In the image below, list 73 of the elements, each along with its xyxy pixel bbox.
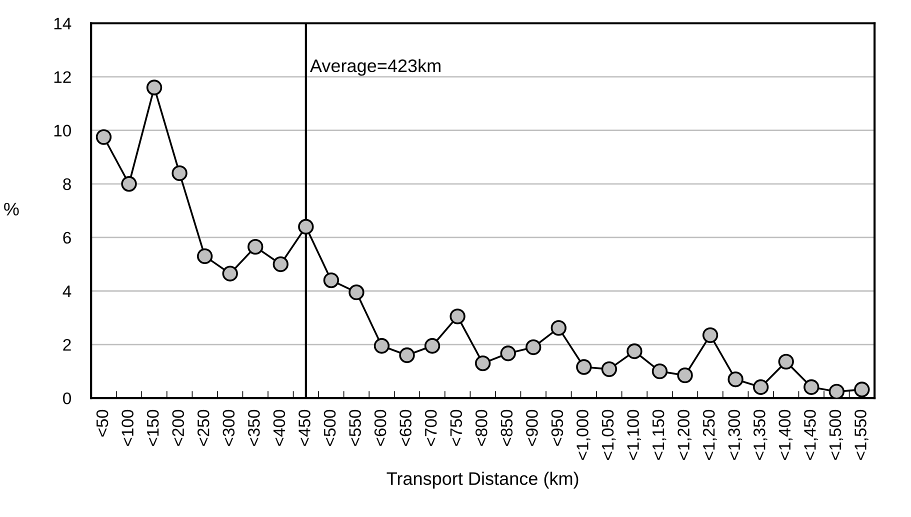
point [576,359,592,375]
point [550,320,566,336]
point [172,165,188,182]
point [222,266,238,282]
y-tick-label: 2 [63,338,71,351]
x-tick-label: <1,100 [627,410,641,460]
x-tick-label: <200 [172,410,184,446]
x-tick-label: <1,400 [778,410,793,460]
x-tick-label: <1,000 [576,410,590,460]
point [196,248,213,264]
x-tick-label: <700 [424,410,437,446]
x-tick-label: <1,150 [652,410,666,460]
x-tick-label: <50 [96,410,108,437]
point [601,361,618,378]
x-tick-label: <1,350 [754,410,768,460]
x-tick-label: <600 [374,410,386,446]
x-tick-label: <950 [551,410,564,446]
x-tick-label: <250 [198,410,210,446]
y-tick-label: 12 [54,71,71,83]
x-tick-label: <1,250 [702,410,717,460]
y-tick-label: 14 [54,18,72,30]
x-tick-label: <350 [248,410,260,446]
point [804,379,820,395]
point [500,346,516,362]
point [374,338,390,354]
ref-line-label: Average=423km [310,58,440,76]
x-tick-label: <400 [273,410,286,446]
point [752,379,769,395]
point [828,384,844,398]
point [348,284,364,300]
point [248,238,264,255]
point [702,327,718,344]
x-axis-title: Transport Distance (km) [386,472,578,489]
point [626,343,642,360]
point [146,80,162,96]
x-tick-label: <1,550 [854,410,868,460]
point [96,129,112,145]
point [450,308,466,324]
x-tick-label: <100 [122,410,134,446]
x-tick-label: <550 [349,410,361,446]
x-tick-label: <1,450 [804,410,818,460]
x-tick-label: <850 [500,410,513,446]
point [298,218,314,235]
y-tick-label: 6 [63,232,71,244]
point [526,339,542,356]
point [474,355,491,372]
x-tick-label: <300 [222,410,235,446]
point [677,367,693,384]
x-tick-label: <150 [146,410,159,446]
x-tick-label: <500 [324,410,336,446]
point [272,256,288,272]
point [778,354,794,370]
x-tick-label: <1,500 [829,410,844,460]
x-tick-label: <650 [400,410,412,446]
y-tick-label: 8 [63,178,71,190]
x-tick-label: <1,200 [678,410,692,460]
point [323,272,340,288]
x-tick-label: <1,050 [602,410,616,460]
x-tick-label: <1,300 [728,410,742,460]
x-tick-label: <900 [526,410,538,446]
y-axis-title: % [4,202,19,216]
x-tick-label: <450 [298,410,310,446]
x-tick-label: <800 [476,410,488,446]
point [121,176,137,192]
point [652,363,668,380]
point [854,382,870,398]
x-tick-label: <750 [450,410,462,446]
point [399,347,415,364]
y-tick-label: 4 [62,286,72,298]
point [728,372,744,388]
y-tick-label: 10 [54,124,72,137]
point [424,338,440,354]
y-tick-label: 0 [63,392,72,404]
